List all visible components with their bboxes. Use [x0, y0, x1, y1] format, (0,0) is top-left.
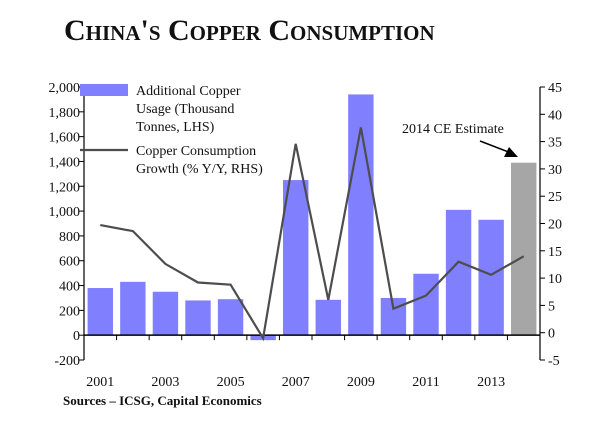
bar-2001 — [87, 288, 113, 336]
left-tick-label: -200 — [54, 354, 80, 369]
chart-title: China's Copper Consumption — [64, 14, 435, 47]
bar-2014 — [511, 162, 537, 336]
bar-2003 — [152, 291, 179, 336]
right-tick-label: 25 — [548, 190, 562, 205]
estimate-annotation: 2014 CE Estimate — [402, 122, 504, 137]
bar-2002 — [120, 281, 146, 336]
legend-label-line: Copper Consumption — [136, 144, 256, 159]
left-tick-label: 2,000 — [49, 81, 81, 96]
x-tick-label: 2005 — [217, 375, 245, 390]
bar-2004 — [185, 300, 211, 336]
left-tick-label: 200 — [59, 304, 80, 319]
right-tick-label: 20 — [548, 218, 562, 233]
right-tick-label: 5 — [548, 299, 555, 314]
left-tick-label: 1,200 — [49, 180, 81, 195]
right-tick-label: 45 — [548, 81, 562, 96]
bar-2005 — [217, 299, 244, 336]
right-tick-label: 40 — [548, 108, 562, 123]
bar-2009 — [348, 94, 374, 336]
right-tick-label: 15 — [548, 245, 562, 260]
annotation-group: 2014 CE Estimate — [402, 122, 518, 157]
x-tick-label: 2007 — [282, 375, 310, 390]
legend-swatch-bar — [80, 84, 128, 96]
growth-line — [100, 127, 525, 342]
right-tick-label: 10 — [548, 272, 562, 287]
legend-label-bar: Tonnes, LHS) — [136, 120, 215, 135]
left-tick-label: 0 — [73, 329, 80, 344]
x-tick-label: 2003 — [151, 375, 179, 390]
bar-2013 — [478, 219, 504, 336]
x-tick-label: 2013 — [477, 375, 505, 390]
legend-label-line: Growth (% Y/Y, RHS) — [136, 162, 263, 177]
right-tick-label: -5 — [548, 354, 560, 369]
line-series-group — [100, 127, 525, 342]
right-tick-label: 30 — [548, 163, 562, 178]
x-tick-label: 2011 — [412, 375, 439, 390]
bar-2012 — [445, 209, 472, 336]
bar-2007 — [283, 180, 309, 336]
legend-label-bar: Usage (Thousand — [136, 102, 234, 117]
right-tick-label: 0 — [548, 327, 555, 342]
left-tick-label: 1,600 — [49, 131, 81, 146]
annotation-arrow-line — [479, 140, 512, 154]
source-note: Sources – ICSG, Capital Economics — [63, 393, 262, 408]
right-tick-label: 35 — [548, 136, 562, 151]
left-tick-label: 1,800 — [49, 106, 81, 121]
left-tick-label: 600 — [59, 255, 80, 270]
bar-2008 — [315, 299, 341, 336]
axes-group: -20002004006008001,0001,2001,4001,6001,8… — [49, 81, 563, 390]
annotation-arrow-head — [504, 147, 518, 157]
left-tick-label: 800 — [59, 230, 80, 245]
x-tick-label: 2009 — [347, 375, 375, 390]
bar-2011 — [413, 273, 439, 336]
legend-label-bar: Additional Copper — [136, 84, 241, 99]
left-tick-label: 400 — [59, 280, 80, 295]
left-tick-label: 1,400 — [49, 155, 81, 170]
legend: Additional Copper Usage (Thousand Tonnes, … — [80, 84, 263, 177]
x-tick-label: 2001 — [86, 375, 114, 390]
bars-group — [87, 94, 537, 341]
left-tick-label: 1,000 — [49, 205, 81, 220]
